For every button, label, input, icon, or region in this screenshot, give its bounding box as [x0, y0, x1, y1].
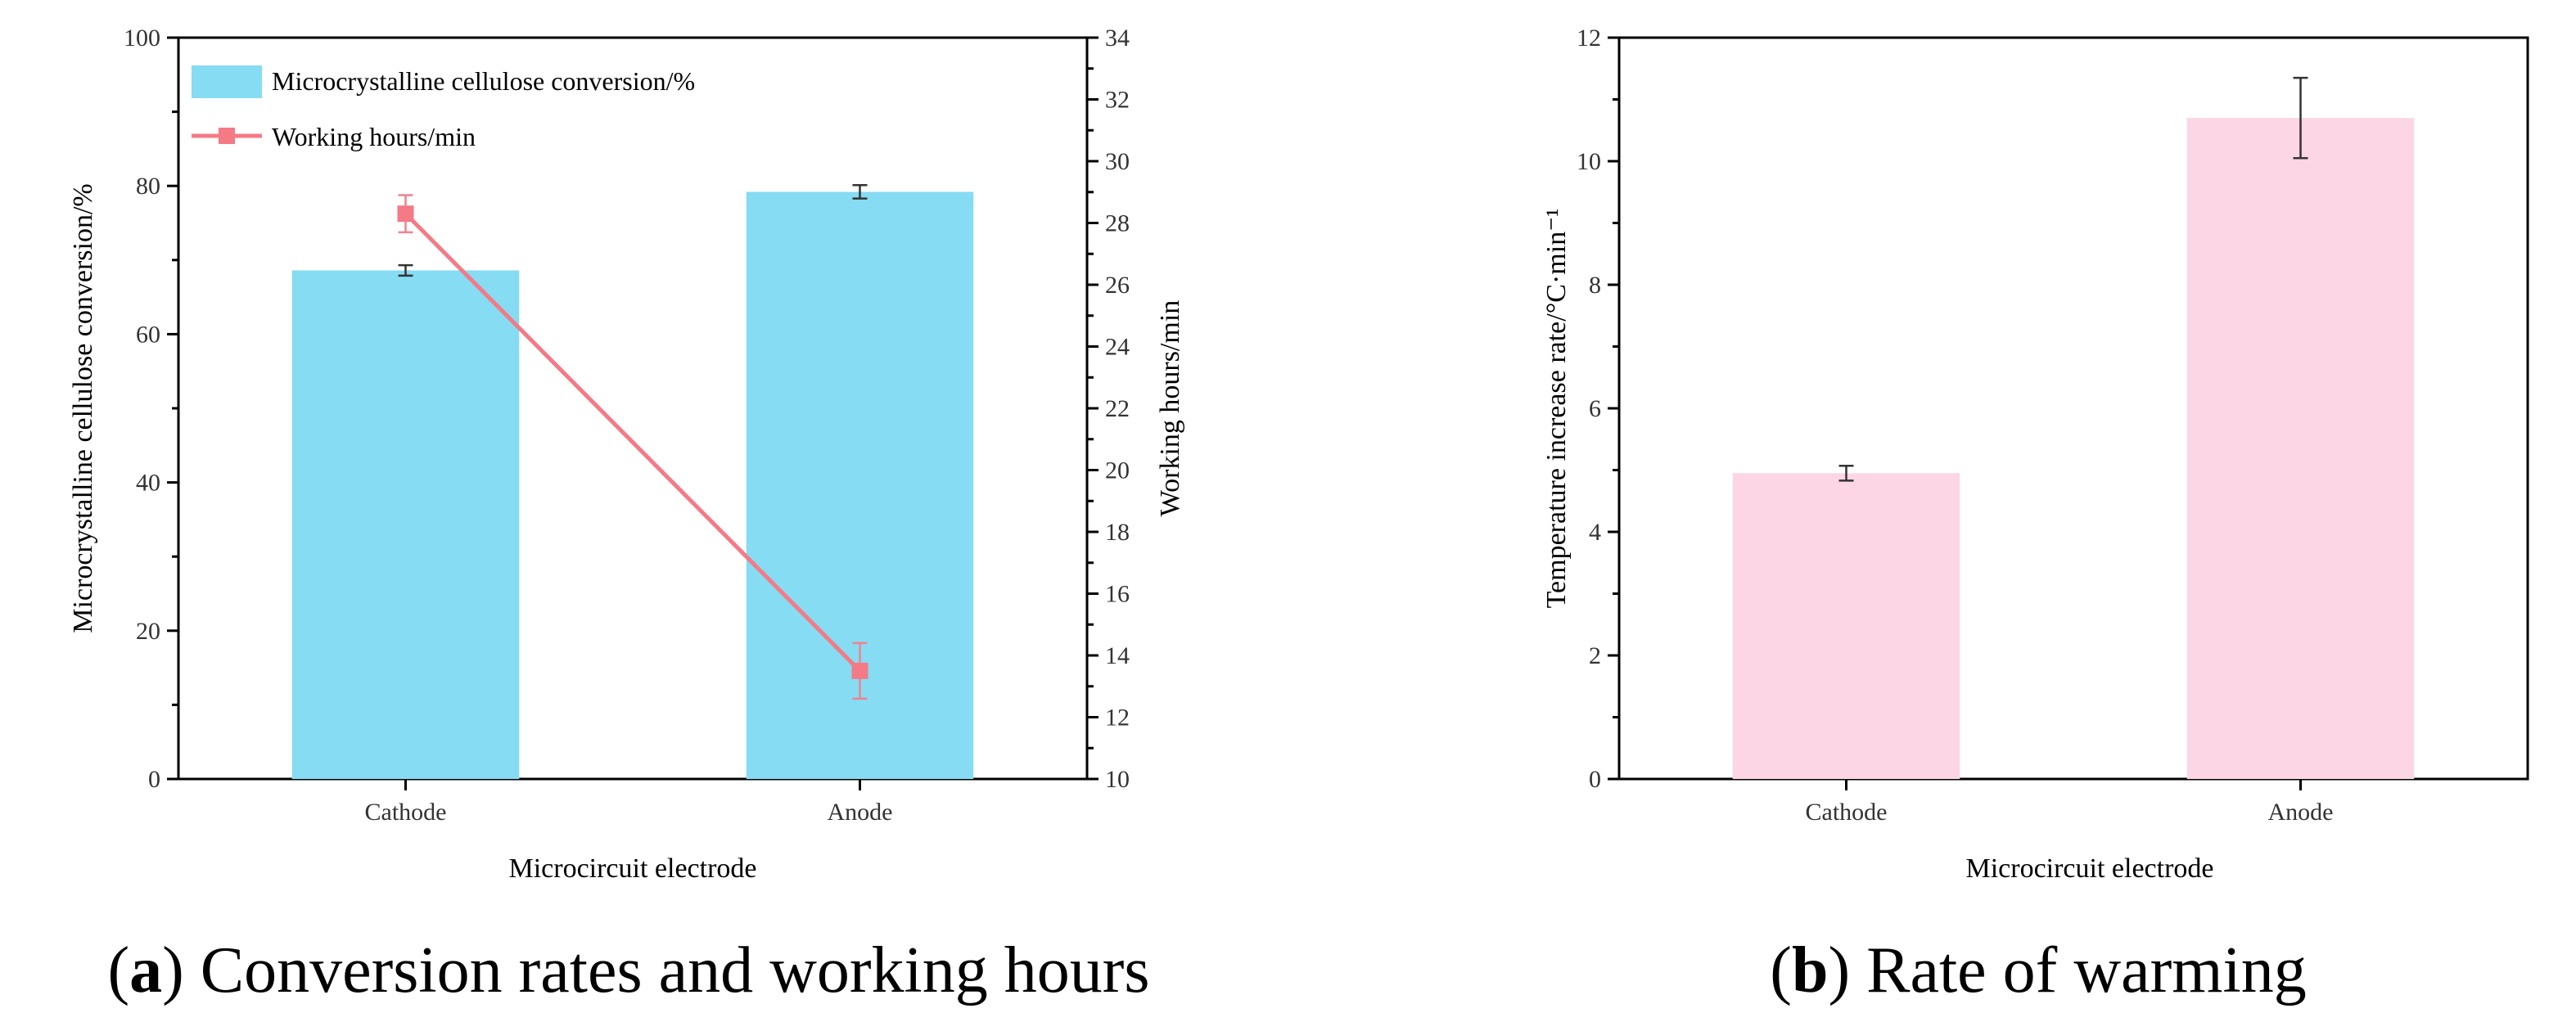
y2-tick-label-12: 34	[1105, 25, 1130, 52]
caption-b: (b) Rate of warming	[1770, 934, 2306, 1006]
y-tick-label-a-0: 0	[148, 766, 160, 793]
y-tick-label-a-2: 40	[136, 470, 160, 497]
bar-error-b-1	[2293, 76, 2308, 160]
y2-tick-label-10: 30	[1105, 148, 1130, 175]
caption-a-letter: a	[129, 934, 162, 1006]
line-working-hours	[404, 212, 862, 673]
y-tick-label-b-2: 4	[1589, 519, 1601, 546]
bar-error-a-0	[398, 263, 413, 277]
y2-tick-label-2: 14	[1105, 642, 1130, 669]
y-tick-label-b-0: 0	[1589, 766, 1601, 793]
legend-label-bar: Microcrystalline cellulose conversion/%	[272, 66, 695, 96]
caption-b-letter: b	[1792, 934, 1829, 1006]
y2-tick-label-0: 10	[1105, 766, 1130, 793]
bar-b-1	[2186, 118, 2415, 779]
y-axis-title-a: Microcrystalline cellulose conversion/%	[68, 183, 98, 633]
x-tick-label-a-1: Anode	[828, 799, 893, 826]
y-tick-label-a-1: 20	[136, 618, 160, 645]
y2-tick-label-8: 26	[1105, 272, 1130, 299]
line-point-0	[397, 205, 414, 223]
y-tick-label-b-3: 6	[1589, 395, 1601, 422]
y2-tick-label-11: 32	[1105, 87, 1130, 114]
y2-tick-label-9: 28	[1105, 210, 1130, 237]
x-axis-title-a: Microcircuit electrode	[508, 853, 756, 884]
y2-tick-label-4: 18	[1105, 519, 1130, 546]
legend-swatch-marker	[219, 128, 235, 144]
caption-a-text: Conversion rates and working hours	[201, 934, 1150, 1006]
x-tick-label-a-0: Cathode	[365, 799, 447, 826]
y2-tick-label-1: 12	[1105, 705, 1130, 732]
y-tick-label-b-5: 10	[1577, 148, 1601, 175]
bar-error-a-1	[852, 184, 868, 200]
y-tick-label-a-4: 80	[136, 173, 160, 200]
legend-a: Microcrystalline cellulose conversion/% …	[192, 65, 695, 151]
y-tick-label-a-5: 100	[124, 25, 160, 52]
bar-b-0	[1732, 473, 1960, 779]
x-tick-label-b-0: Cathode	[1806, 799, 1888, 826]
y2-tick-label-3: 16	[1105, 581, 1130, 608]
x-tick-label-b-1: Anode	[2268, 799, 2334, 826]
caption-b-text: Rate of warming	[1866, 934, 2307, 1006]
y-tick-label-a-3: 60	[136, 321, 160, 348]
y-tick-label-b-1: 2	[1589, 642, 1601, 669]
x-axis-title-b: Microcircuit electrode	[1965, 853, 2213, 884]
line-point-1	[851, 662, 868, 679]
y-axis-title-b: Temperature increase rate/°C·min⁻¹	[1541, 209, 1572, 609]
caption-a: (a) Conversion rates and working hours	[107, 934, 1149, 1006]
legend-swatch-bar	[192, 65, 262, 98]
y2-tick-label-5: 20	[1105, 457, 1130, 484]
chart-panel-b: 0 2 4 6 8 10 12 Cathode Anode Microcircuit elec…	[1541, 25, 2529, 1006]
y-tick-label-b-6: 12	[1577, 25, 1601, 52]
y-tick-label-b-4: 8	[1589, 272, 1601, 299]
y2-axis-title-a: Working hours/min	[1155, 300, 1185, 517]
legend-label-line: Working hours/min	[272, 122, 476, 151]
y2-tick-label-6: 22	[1105, 395, 1130, 422]
bar-a-0	[291, 270, 520, 779]
y2-tick-label-7: 24	[1105, 334, 1130, 361]
bar-error-b-0	[1838, 464, 1854, 482]
